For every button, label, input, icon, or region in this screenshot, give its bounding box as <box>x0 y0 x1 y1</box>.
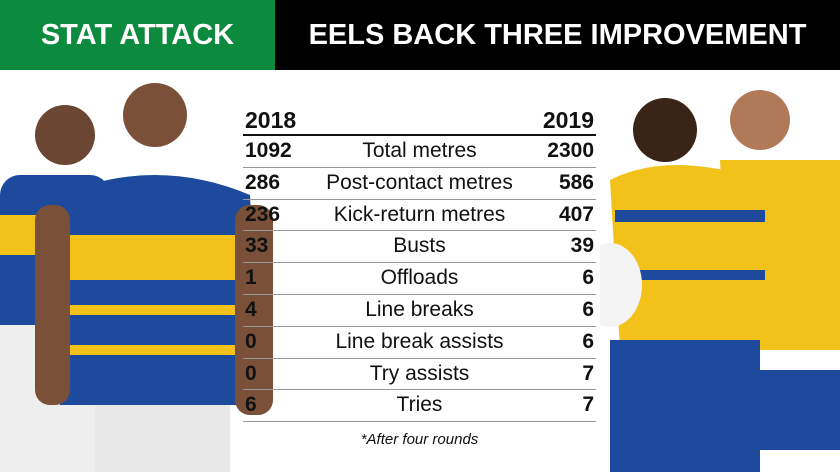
stat-label: Kick-return metres <box>333 202 506 226</box>
stat-attack-banner: STAT ATTACK <box>0 0 275 70</box>
value-2018: 4 <box>245 297 257 321</box>
value-2018: 0 <box>245 361 257 385</box>
value-2018: 6 <box>245 393 257 417</box>
table-row: 236 Kick-return metres 407 <box>243 200 596 232</box>
value-2019: 6 <box>582 297 594 321</box>
stat-label: Tries <box>396 393 443 417</box>
left-players-photo <box>0 83 273 472</box>
table-row: 0 Try assists 7 <box>243 359 596 391</box>
stat-label: Post-contact metres <box>326 170 513 194</box>
table-row: 4 Line breaks 6 <box>243 295 596 327</box>
year-2019-header: 2019 <box>542 107 594 133</box>
value-2018: 1 <box>245 266 257 290</box>
table-row: 6 Tries 7 <box>243 390 596 423</box>
value-2019: 39 <box>570 234 594 258</box>
table-row: 1092 Total metres 2300 <box>243 136 596 168</box>
year-2018-header: 2018 <box>245 107 297 133</box>
stat-label: Line break assists <box>335 329 504 353</box>
table-row: 33 Busts 39 <box>243 231 596 264</box>
stat-label: Try assists <box>369 361 470 385</box>
value-2019: 7 <box>582 361 594 385</box>
value-2019: 2300 <box>547 139 594 162</box>
value-2019: 6 <box>582 266 594 290</box>
stat-label: Offloads <box>380 266 459 290</box>
stat-label: Busts <box>393 234 446 258</box>
table-header: 2018 2019 <box>243 104 596 136</box>
table-row: 286 Post-contact metres 586 <box>243 168 596 200</box>
value-2019: 586 <box>558 170 594 194</box>
right-players-photo <box>600 90 840 472</box>
value-2018: 33 <box>245 234 269 258</box>
stats-table: 2018 2019 1092 Total metres 2300 286 Post-co… <box>243 104 596 423</box>
title-banner: EELS BACK THREE IMPROVEMENT <box>275 0 840 70</box>
footnote: *After four rounds <box>360 431 479 448</box>
stat-label: Total metres <box>362 139 477 162</box>
value-2018: 286 <box>245 170 281 194</box>
value-2018: 0 <box>245 329 257 353</box>
value-2018: 236 <box>245 202 281 226</box>
table-row: 0 Line break assists 6 <box>243 327 596 359</box>
value-2019: 7 <box>582 393 594 417</box>
value-2018: 1092 <box>245 139 292 162</box>
table-row: 1 Offloads 6 <box>243 263 596 295</box>
value-2019: 407 <box>558 202 594 226</box>
stat-label: Line breaks <box>365 297 474 321</box>
value-2019: 6 <box>582 329 594 353</box>
